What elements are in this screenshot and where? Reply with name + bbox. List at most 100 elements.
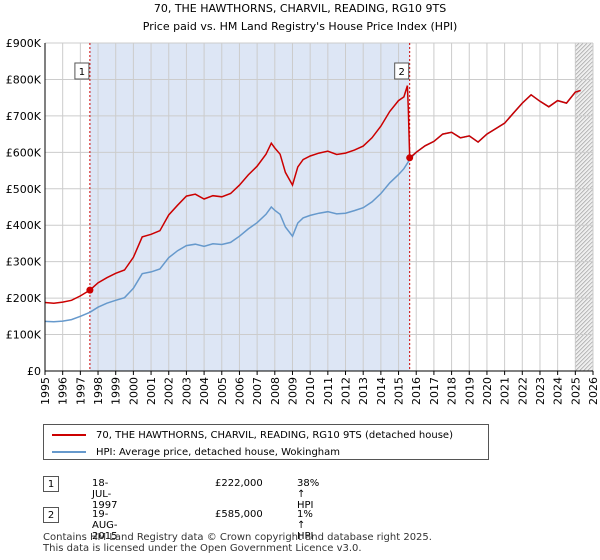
sale-point: [86, 286, 94, 294]
sale-label-number: 1: [79, 67, 85, 78]
forecast-hatch-line: [587, 365, 594, 372]
forecast-hatch-line: [575, 77, 594, 96]
forecast-hatch-line: [575, 145, 594, 164]
x-tick-label: 2020: [481, 377, 494, 405]
forecast-hatch-line: [575, 265, 594, 284]
y-tick-label: £900K: [6, 37, 42, 50]
legend-label-property: 70, THE HAWTHORNS, CHARVIL, READING, RG1…: [96, 429, 453, 441]
forecast-hatch-line: [575, 97, 594, 116]
sale-number-badge: 2: [43, 507, 59, 523]
forecast-hatch-line: [575, 42, 580, 48]
sale-hpi-change: 38% ↑ HPI: [297, 478, 320, 511]
forecast-hatch-line: [575, 233, 594, 252]
forecast-hatch-line: [575, 173, 594, 192]
forecast-hatch-line: [575, 109, 594, 128]
forecast-hatch-line: [575, 169, 594, 188]
forecast-hatch-line: [575, 313, 594, 332]
forecast-hatch-line: [575, 301, 594, 320]
x-tick-label: 1997: [74, 377, 87, 405]
forecast-hatch-line: [575, 42, 588, 56]
forecast-hatch-line: [575, 209, 594, 228]
forecast-hatch-line: [575, 269, 594, 288]
forecast-hatch-line: [575, 317, 594, 336]
forecast-hatch-line: [575, 49, 594, 68]
x-tick-label: 1999: [110, 377, 123, 405]
y-tick-label: £400K: [6, 219, 42, 232]
sale-label-number: 2: [398, 67, 404, 78]
chart-subtitle: Price paid vs. HM Land Registry's House …: [143, 20, 458, 33]
chart-title: 70, THE HAWTHORNS, CHARVIL, READING, RG1…: [154, 2, 446, 15]
x-tick-label: 1998: [92, 377, 105, 405]
x-tick-label: 2006: [233, 377, 246, 405]
forecast-hatch-line: [575, 81, 594, 100]
x-tick-label: 2010: [304, 377, 317, 405]
forecast-hatch-line: [575, 61, 594, 80]
sale-date: 19-AUG-2015: [92, 509, 118, 542]
forecast-hatch-line: [575, 161, 594, 180]
legend-label-hpi: HPI: Average price, detached house, Woki…: [96, 446, 340, 458]
sale-hpi-change: 1% ↑ HPI: [297, 509, 314, 542]
forecast-hatch-line: [575, 261, 594, 280]
forecast-hatch-line: [575, 245, 594, 264]
x-tick-label: 2023: [534, 377, 547, 405]
forecast-hatch-line: [575, 153, 594, 172]
sale-date: 18-JUL-1997: [92, 478, 118, 511]
x-tick-label: 2017: [428, 377, 441, 405]
forecast-hatch-line: [575, 249, 594, 268]
x-tick-label: 2016: [410, 377, 423, 405]
y-tick-label: £0: [27, 365, 41, 378]
price-chart: 70, THE HAWTHORNS, CHARVIL, READING, RG1…: [6, 2, 600, 405]
x-tick-label: 2002: [163, 377, 176, 405]
x-tick-label: 2021: [499, 377, 512, 405]
ownership-period-shade: [89, 43, 410, 371]
forecast-hatch-line: [575, 305, 594, 324]
x-tick-label: 1995: [39, 377, 52, 405]
x-tick-label: 2004: [198, 377, 211, 405]
x-tick-label: 2005: [216, 377, 229, 405]
forecast-hatch-line: [575, 297, 594, 316]
forecast-hatch-line: [575, 141, 594, 160]
forecast-hatch-line: [575, 185, 594, 204]
forecast-hatch-line: [575, 117, 594, 136]
x-tick-label: 2000: [127, 377, 140, 405]
x-tick-label: 2009: [286, 377, 299, 405]
forecast-hatch-line: [583, 361, 594, 372]
x-tick-label: 2011: [322, 377, 335, 405]
forecast-hatch-line: [575, 193, 594, 212]
forecast-hatch-line: [575, 329, 594, 348]
x-tick-label: 2015: [393, 377, 406, 405]
sale-price: £585,000: [215, 509, 263, 520]
legend-swatch-blue: [52, 451, 86, 453]
forecast-hatch-line: [575, 237, 594, 256]
forecast-hatch-line: [575, 93, 594, 112]
forecast-hatch-line: [575, 57, 594, 76]
y-tick-label: £700K: [6, 110, 42, 123]
x-tick-label: 2022: [516, 377, 529, 405]
forecast-hatch-line: [575, 309, 594, 328]
forecast-hatch-line: [575, 45, 594, 64]
forecast-hatch-line: [575, 197, 594, 216]
forecast-region: [575, 43, 593, 371]
forecast-hatch-line: [575, 217, 594, 236]
forecast-hatch-line: [575, 321, 594, 340]
forecast-hatch-line: [575, 229, 594, 248]
legend-item-property: 70, THE HAWTHORNS, CHARVIL, READING, RG1…: [52, 427, 453, 443]
x-tick-label: 2007: [251, 377, 264, 405]
legend-swatch-red: [52, 434, 86, 436]
forecast-hatch-line: [575, 53, 594, 72]
forecast-hatch-line: [575, 189, 594, 208]
forecast-hatch-line: [575, 337, 594, 356]
footer-licence: This data is licensed under the Open Gov…: [43, 543, 362, 554]
forecast-hatch-line: [575, 181, 594, 200]
property-price-line: [44, 85, 581, 304]
forecast-hatch-line: [575, 69, 594, 88]
forecast-hatch-line: [575, 85, 594, 104]
forecast-hatch-line: [575, 285, 594, 304]
forecast-hatch-line: [575, 201, 594, 220]
y-tick-label: £300K: [6, 256, 42, 269]
forecast-hatch-line: [575, 133, 594, 152]
forecast-hatch-line: [575, 42, 584, 52]
forecast-hatch-line: [575, 105, 594, 124]
forecast-hatch-line: [575, 157, 594, 176]
x-tick-label: 2008: [269, 377, 282, 405]
